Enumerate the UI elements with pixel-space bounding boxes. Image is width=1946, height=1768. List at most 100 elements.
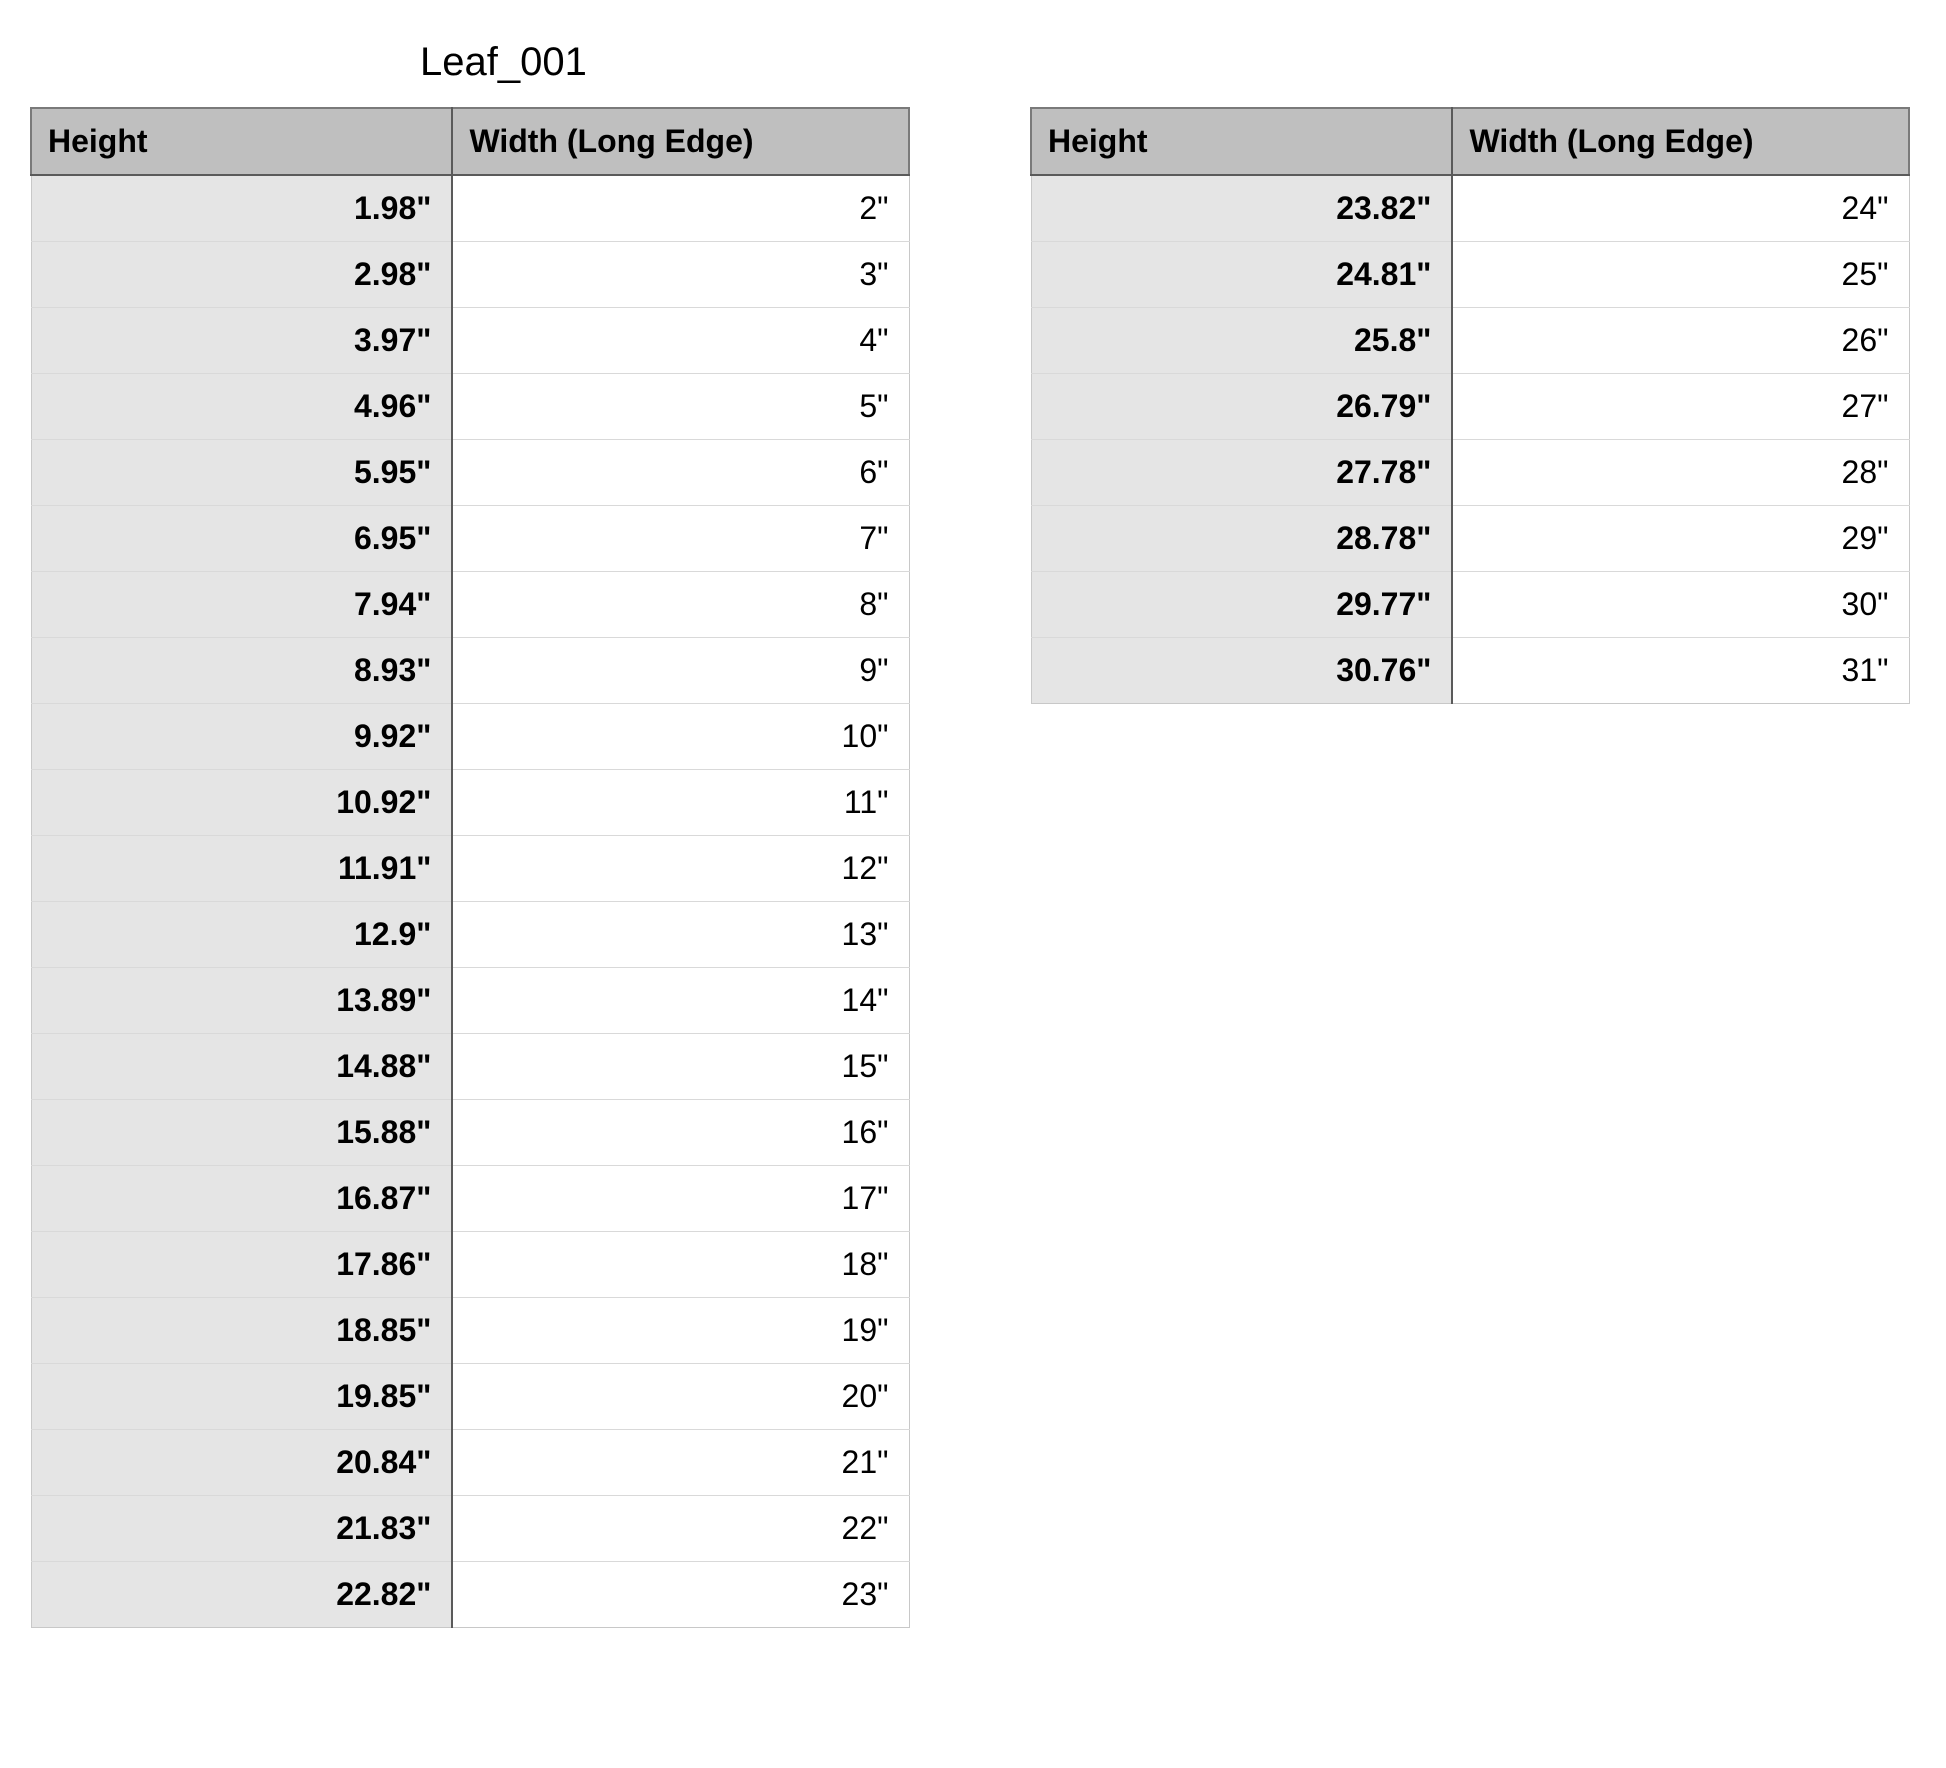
table-row: 20.84"21" — [31, 1430, 909, 1496]
height-cell: 10.92" — [31, 770, 452, 836]
height-cell: 29.77" — [1031, 572, 1452, 638]
table-row: 2.98"3" — [31, 242, 909, 308]
height-cell: 17.86" — [31, 1232, 452, 1298]
width-cell: 28" — [1452, 440, 1909, 506]
table-row: 15.88"16" — [31, 1100, 909, 1166]
height-cell: 15.88" — [31, 1100, 452, 1166]
height-cell: 11.91" — [31, 836, 452, 902]
width-cell: 21" — [452, 1430, 909, 1496]
table-row: 18.85"19" — [31, 1298, 909, 1364]
column-header-height: Height — [1031, 108, 1452, 175]
height-cell: 3.97" — [31, 308, 452, 374]
height-cell: 9.92" — [31, 704, 452, 770]
table-row: 19.85"20" — [31, 1364, 909, 1430]
width-cell: 27" — [1452, 374, 1909, 440]
dimensions-table-2: Height Width (Long Edge) 23.82"24"24.81"… — [1030, 107, 1910, 704]
table-row: 25.8"26" — [1031, 308, 1909, 374]
width-cell: 16" — [452, 1100, 909, 1166]
width-cell: 4" — [452, 308, 909, 374]
height-cell: 14.88" — [31, 1034, 452, 1100]
table-row: 13.89"14" — [31, 968, 909, 1034]
table-row: 24.81"25" — [1031, 242, 1909, 308]
width-cell: 12" — [452, 836, 909, 902]
page-title: Leaf_001 — [420, 40, 1916, 85]
column-header-height: Height — [31, 108, 452, 175]
table-header-row: Height Width (Long Edge) — [1031, 108, 1909, 175]
height-cell: 18.85" — [31, 1298, 452, 1364]
width-cell: 18" — [452, 1232, 909, 1298]
width-cell: 9" — [452, 638, 909, 704]
height-cell: 6.95" — [31, 506, 452, 572]
table-row: 6.95"7" — [31, 506, 909, 572]
table-row: 11.91"12" — [31, 836, 909, 902]
height-cell: 30.76" — [1031, 638, 1452, 704]
height-cell: 24.81" — [1031, 242, 1452, 308]
table-row: 3.97"4" — [31, 308, 909, 374]
table-row: 28.78"29" — [1031, 506, 1909, 572]
width-cell: 25" — [1452, 242, 1909, 308]
width-cell: 11" — [452, 770, 909, 836]
width-cell: 8" — [452, 572, 909, 638]
height-cell: 7.94" — [31, 572, 452, 638]
width-cell: 15" — [452, 1034, 909, 1100]
dimensions-table-1: Height Width (Long Edge) 1.98"2"2.98"3"3… — [30, 107, 910, 1628]
table-row: 29.77"30" — [1031, 572, 1909, 638]
table-row: 5.95"6" — [31, 440, 909, 506]
table-row: 22.82"23" — [31, 1562, 909, 1628]
width-cell: 6" — [452, 440, 909, 506]
width-cell: 20" — [452, 1364, 909, 1430]
page: Leaf_001 Height Width (Long Edge) 1.98"2… — [0, 0, 1946, 1668]
height-cell: 16.87" — [31, 1166, 452, 1232]
table-row: 16.87"17" — [31, 1166, 909, 1232]
width-cell: 3" — [452, 242, 909, 308]
width-cell: 31" — [1452, 638, 1909, 704]
height-cell: 23.82" — [1031, 175, 1452, 242]
table-row: 30.76"31" — [1031, 638, 1909, 704]
table-row: 1.98"2" — [31, 175, 909, 242]
width-cell: 7" — [452, 506, 909, 572]
column-header-width: Width (Long Edge) — [1452, 108, 1909, 175]
height-cell: 2.98" — [31, 242, 452, 308]
height-cell: 8.93" — [31, 638, 452, 704]
column-header-width: Width (Long Edge) — [452, 108, 909, 175]
height-cell: 4.96" — [31, 374, 452, 440]
table-row: 7.94"8" — [31, 572, 909, 638]
table-row: 12.9"13" — [31, 902, 909, 968]
table-row: 27.78"28" — [1031, 440, 1909, 506]
height-cell: 28.78" — [1031, 506, 1452, 572]
table-row: 14.88"15" — [31, 1034, 909, 1100]
height-cell: 22.82" — [31, 1562, 452, 1628]
width-cell: 26" — [1452, 308, 1909, 374]
width-cell: 19" — [452, 1298, 909, 1364]
width-cell: 24" — [1452, 175, 1909, 242]
table-row: 23.82"24" — [1031, 175, 1909, 242]
width-cell: 10" — [452, 704, 909, 770]
height-cell: 5.95" — [31, 440, 452, 506]
width-cell: 5" — [452, 374, 909, 440]
width-cell: 2" — [452, 175, 909, 242]
height-cell: 25.8" — [1031, 308, 1452, 374]
height-cell: 19.85" — [31, 1364, 452, 1430]
height-cell: 21.83" — [31, 1496, 452, 1562]
height-cell: 13.89" — [31, 968, 452, 1034]
table-row: 21.83"22" — [31, 1496, 909, 1562]
width-cell: 14" — [452, 968, 909, 1034]
table-row: 8.93"9" — [31, 638, 909, 704]
height-cell: 12.9" — [31, 902, 452, 968]
height-cell: 27.78" — [1031, 440, 1452, 506]
table-header-row: Height Width (Long Edge) — [31, 108, 909, 175]
table-row: 26.79"27" — [1031, 374, 1909, 440]
height-cell: 20.84" — [31, 1430, 452, 1496]
tables-container: Height Width (Long Edge) 1.98"2"2.98"3"3… — [30, 107, 1916, 1628]
height-cell: 26.79" — [1031, 374, 1452, 440]
width-cell: 23" — [452, 1562, 909, 1628]
width-cell: 17" — [452, 1166, 909, 1232]
table-row: 4.96"5" — [31, 374, 909, 440]
width-cell: 13" — [452, 902, 909, 968]
width-cell: 22" — [452, 1496, 909, 1562]
table-row: 17.86"18" — [31, 1232, 909, 1298]
height-cell: 1.98" — [31, 175, 452, 242]
table-row: 10.92"11" — [31, 770, 909, 836]
width-cell: 30" — [1452, 572, 1909, 638]
table-row: 9.92"10" — [31, 704, 909, 770]
